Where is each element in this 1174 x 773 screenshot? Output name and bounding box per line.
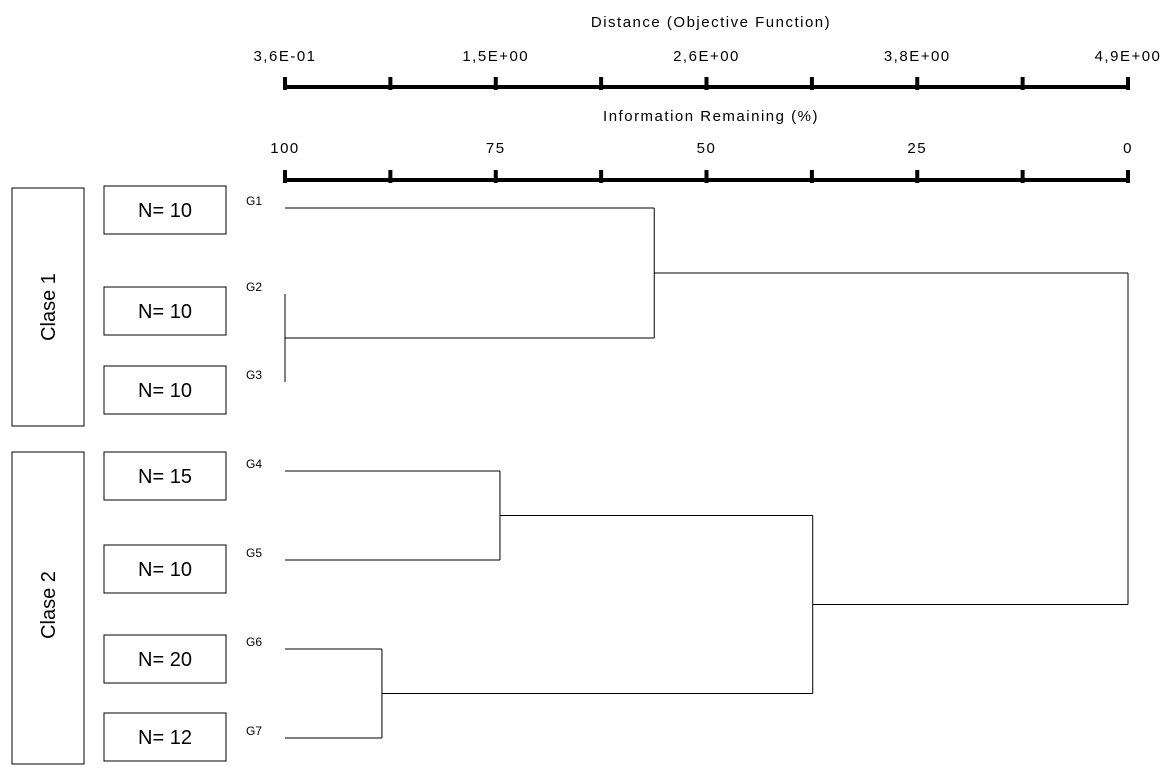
n-count-label: N= 12 bbox=[138, 727, 192, 749]
info-axis-ticks: 100 75 50 25 0 bbox=[270, 140, 1133, 183]
n-count-label: N= 20 bbox=[138, 649, 192, 671]
n-count-boxes: N= 10 N= 10 N= 10 N= 15 N= 10 N= 20 N= 12 bbox=[103, 185, 227, 762]
n-count-box: N= 10 bbox=[103, 544, 227, 594]
n-count-label: N= 15 bbox=[138, 466, 192, 488]
info-axis-tick-label: 50 bbox=[697, 140, 717, 157]
dendrogram-links bbox=[284, 207, 1129, 739]
n-count-label: N= 10 bbox=[138, 559, 192, 581]
info-axis: Information Remaining (%) 100 75 50 25 0 bbox=[270, 108, 1133, 183]
n-count-label: N= 10 bbox=[138, 200, 192, 222]
distance-axis-tick-label: 1,5E+00 bbox=[462, 48, 529, 65]
info-axis-tick-label: 0 bbox=[1123, 140, 1133, 157]
class-1-label: Clase 1 bbox=[38, 273, 60, 341]
leaf-label: G7 bbox=[246, 724, 262, 738]
leaf-label: G2 bbox=[246, 280, 262, 294]
info-axis-tick-label: 100 bbox=[270, 140, 300, 157]
leaf-label: G3 bbox=[246, 368, 262, 382]
n-count-label: N= 10 bbox=[138, 380, 192, 402]
distance-axis-tick-label: 3,8E+00 bbox=[884, 48, 951, 65]
leaf-labels: G1 G2 G3 G4 G5 G6 G7 bbox=[246, 194, 262, 738]
info-axis-tick-label: 25 bbox=[907, 140, 927, 157]
n-count-box: N= 12 bbox=[103, 712, 227, 762]
leaf-label: G1 bbox=[246, 194, 262, 208]
info-axis-title: Information Remaining (%) bbox=[603, 108, 819, 125]
leaf-label: G6 bbox=[246, 635, 262, 649]
n-count-box: N= 10 bbox=[103, 365, 227, 415]
class-box-2: Clase 2 bbox=[11, 451, 85, 765]
distance-axis-tick-label: 3,6E-01 bbox=[253, 48, 316, 65]
n-count-box: N= 20 bbox=[103, 634, 227, 684]
info-axis-tick-label: 75 bbox=[486, 140, 506, 157]
leaf-label: G4 bbox=[246, 457, 262, 471]
distance-axis-title: Distance (Objective Function) bbox=[591, 14, 831, 31]
n-count-box: N= 15 bbox=[103, 451, 227, 501]
n-count-box: N= 10 bbox=[103, 286, 227, 336]
distance-axis-ticks: 3,6E-01 1,5E+00 2,6E+00 3,8E+00 4,9E+00 bbox=[253, 48, 1162, 90]
class-2-label: Clase 2 bbox=[38, 571, 60, 639]
leaf-label: G5 bbox=[246, 546, 262, 560]
class-box-1: Clase 1 bbox=[11, 187, 85, 427]
distance-axis: Distance (Objective Function) 3,6E-01 1,5… bbox=[253, 14, 1162, 90]
n-count-label: N= 10 bbox=[138, 301, 192, 323]
n-count-box: N= 10 bbox=[103, 185, 227, 235]
distance-axis-tick-label: 2,6E+00 bbox=[673, 48, 740, 65]
distance-axis-tick-label: 4,9E+00 bbox=[1095, 48, 1162, 65]
